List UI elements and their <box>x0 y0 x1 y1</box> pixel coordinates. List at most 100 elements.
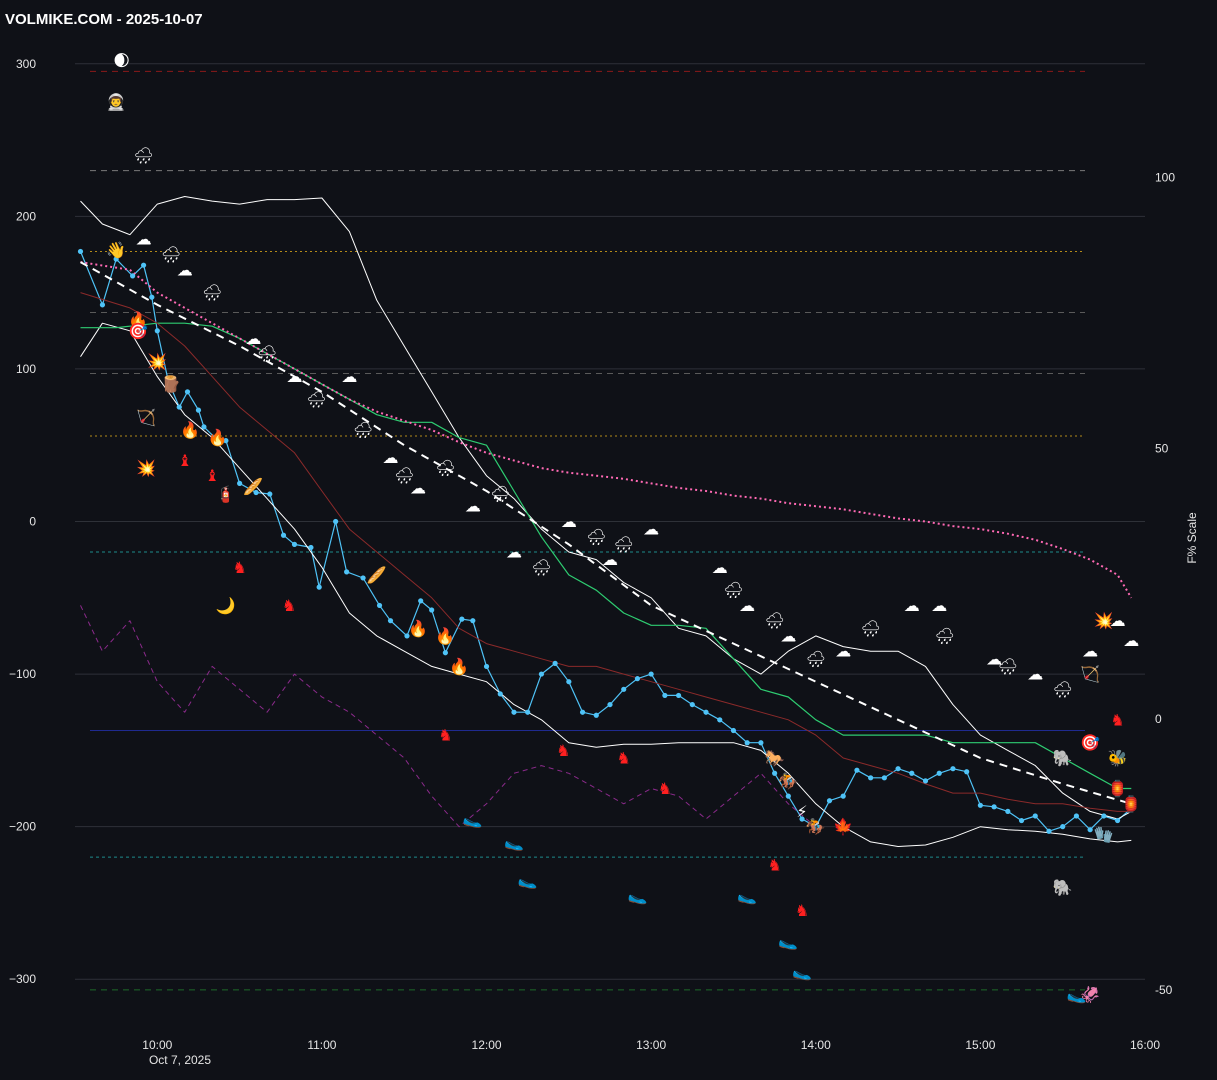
emoji-marker: 🦑 <box>1080 985 1100 1004</box>
emoji-marker: 🌧 <box>394 466 414 485</box>
emoji-marker: 🏮 <box>1121 794 1141 813</box>
data-point <box>237 480 243 486</box>
data-point <box>113 256 119 262</box>
data-point <box>826 798 833 804</box>
data-point <box>854 767 860 773</box>
emoji-marker: ♝ <box>205 466 219 485</box>
emoji-marker: 🌧 <box>435 459 455 478</box>
data-point <box>689 701 695 708</box>
emoji-marker: 🥿 <box>737 886 757 905</box>
emoji-marker: ☁ <box>561 512 577 531</box>
emoji-marker: 🥿 <box>778 932 798 951</box>
data-point <box>566 679 572 685</box>
data-point <box>525 709 531 715</box>
emoji-marker: 🥖 <box>367 565 387 584</box>
x-tick-label: 12:00 <box>472 1038 502 1052</box>
emoji-marker: ☁ <box>245 329 261 348</box>
y2-axis-ticks: 100 50 0 -50 <box>1155 171 1175 997</box>
emoji-marker: ♝ <box>178 451 192 470</box>
emoji-marker: 🌧 <box>764 611 784 630</box>
y2-tick-label: -50 <box>1155 983 1173 997</box>
data-point <box>99 302 106 308</box>
data-point <box>291 541 298 547</box>
emoji-marker: ♞ <box>556 741 570 760</box>
data-point <box>717 717 723 723</box>
emoji-marker: 🐝 <box>1108 748 1128 767</box>
data-point <box>1114 817 1121 824</box>
y-tick-label: 0 <box>29 515 36 529</box>
emoji-marker: 🌧 <box>161 245 181 264</box>
data-point <box>376 602 383 609</box>
emoji-marker: 🥿 <box>504 832 524 851</box>
y-tick-label: −300 <box>9 972 36 986</box>
emoji-marker: 💥 <box>1094 611 1114 630</box>
data-point <box>442 650 448 656</box>
emoji-marker: 🌧 <box>998 657 1018 676</box>
data-point <box>1005 808 1011 814</box>
emoji-marker: ♞ <box>232 558 246 577</box>
emoji-marker: ♞ <box>767 855 781 874</box>
data-point <box>662 692 668 699</box>
data-point <box>607 701 613 708</box>
data-point <box>1073 813 1080 819</box>
data-point <box>459 616 465 622</box>
data-point <box>149 294 155 300</box>
reference-lines <box>90 70 1085 991</box>
data-point <box>140 262 147 268</box>
emoji-marker: 🪵 <box>161 375 181 394</box>
data-point <box>977 802 983 808</box>
emoji-marker: ☁ <box>712 558 728 577</box>
emoji-marker: 🏹 <box>136 408 156 427</box>
data-point <box>404 633 410 639</box>
data-point <box>267 491 273 497</box>
emoji-marker: 🌧 <box>806 649 826 668</box>
data-point <box>333 518 339 525</box>
data-point <box>1101 813 1107 819</box>
emoji-marker: 🥿 <box>518 871 538 890</box>
data-point <box>1087 827 1093 833</box>
emoji-marker: 🔥 <box>208 428 228 447</box>
data-point <box>703 709 709 715</box>
data-point <box>895 766 901 772</box>
data-point <box>308 544 314 551</box>
data-point <box>1060 824 1066 830</box>
emoji-marker: ☁ <box>465 497 481 516</box>
emoji-marker: 🌧 <box>1053 680 1073 699</box>
data-point <box>593 712 599 718</box>
emoji-marker: ☁ <box>931 596 947 615</box>
data-point <box>253 489 259 496</box>
data-point <box>538 671 545 677</box>
y-tick-label: −200 <box>9 820 36 834</box>
data-point <box>772 770 778 776</box>
emoji-marker: 🥿 <box>1066 985 1086 1004</box>
data-point <box>360 575 366 581</box>
emoji-marker: 🔥 <box>128 311 148 330</box>
data-point <box>922 778 929 784</box>
data-point <box>868 775 874 781</box>
data-point <box>418 598 424 604</box>
emoji-marker: ☁ <box>1110 611 1126 630</box>
x-tick-label: 15:00 <box>965 1038 995 1052</box>
emoji-marker: ♞ <box>438 726 452 745</box>
x-axis-date-label: Oct 7, 2025 <box>149 1053 211 1067</box>
data-point <box>130 273 136 279</box>
emoji-marker: ☁ <box>1082 642 1098 661</box>
series-line <box>80 322 1132 847</box>
x-tick-label: 13:00 <box>636 1038 666 1052</box>
emoji-marker: ☁ <box>643 520 659 539</box>
emoji-marker: 🌧 <box>306 390 326 409</box>
data-point <box>730 727 737 734</box>
emoji-marker: ☁ <box>904 596 920 615</box>
emoji-marker: 🍁 <box>833 817 853 836</box>
data-point <box>429 607 435 613</box>
emoji-marker: 🌒 <box>113 51 130 70</box>
data-point <box>964 769 970 775</box>
emoji-marker: 🐘 <box>1053 878 1073 897</box>
emoji-marker: ♞ <box>282 596 296 615</box>
emoji-marker: 🎯 <box>128 321 148 340</box>
data-point <box>184 389 191 395</box>
data-point <box>470 618 476 624</box>
y-tick-label: 200 <box>16 209 36 223</box>
